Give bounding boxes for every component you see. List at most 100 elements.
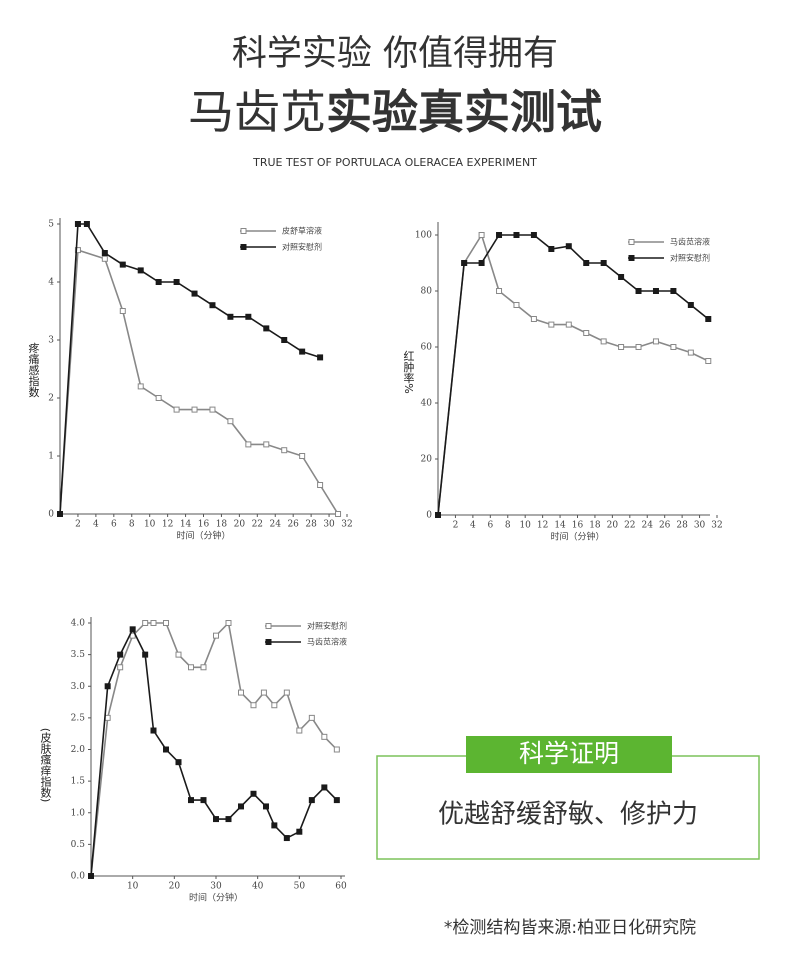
- point: [271, 702, 278, 709]
- series-line: [437, 233, 709, 516]
- y-tick-label: 0.0: [71, 872, 86, 882]
- point: [513, 302, 520, 308]
- y-axis-label: (皮肤瘙痒指数): [39, 728, 52, 803]
- x-tick-label: 2: [453, 521, 459, 531]
- point: [173, 406, 180, 413]
- point: [263, 325, 270, 332]
- x-tick-label: 10: [144, 520, 156, 530]
- point: [530, 316, 537, 322]
- point: [245, 313, 252, 320]
- point: [74, 221, 81, 227]
- x-tick-label: 14: [554, 521, 566, 531]
- point: [200, 664, 207, 671]
- point: [548, 321, 555, 328]
- point: [101, 255, 108, 262]
- point: [163, 620, 169, 626]
- y-tick-label: 5: [48, 220, 54, 230]
- point: [513, 232, 520, 238]
- point: [281, 447, 288, 454]
- point: [263, 441, 270, 448]
- legend-marker: [265, 623, 272, 629]
- point: [227, 313, 234, 320]
- point: [119, 261, 126, 268]
- x-tick-label: 16: [572, 521, 584, 531]
- y-tick-label: 1.5: [71, 777, 86, 787]
- series-line: [59, 223, 321, 515]
- point: [618, 344, 625, 350]
- point: [548, 246, 555, 252]
- point: [175, 759, 182, 766]
- point: [283, 835, 290, 842]
- x-tick-label: 50: [294, 882, 306, 892]
- series-line: [90, 627, 338, 877]
- point: [155, 279, 162, 285]
- x-tick-label: 32: [711, 521, 722, 531]
- point: [635, 344, 642, 350]
- point: [299, 453, 306, 459]
- y-tick-label: 40: [421, 399, 433, 409]
- y-tick-label: 3.5: [71, 650, 86, 660]
- x-tick-label: 32: [341, 520, 352, 530]
- legend-marker: [240, 244, 247, 250]
- x-tick-label: 10: [519, 521, 531, 531]
- legend-marker: [628, 239, 635, 245]
- y-tick-label: 0: [426, 511, 432, 521]
- y-tick-label: 2.5: [71, 713, 86, 723]
- x-tick-label: 30: [210, 882, 222, 892]
- point: [281, 337, 288, 343]
- title: 科学实验 你值得拥有: [232, 34, 558, 74]
- point: [88, 873, 94, 879]
- point: [635, 288, 642, 294]
- point: [250, 702, 257, 709]
- legend-label: 对照安慰剂: [307, 621, 347, 631]
- x-tick-label: 14: [180, 520, 192, 530]
- headline-regular: 马齿苋: [188, 85, 326, 139]
- badge-text: 科学证明: [519, 739, 619, 768]
- y-tick-label: 1: [48, 452, 54, 462]
- y-tick-label: 0.5: [71, 840, 86, 850]
- point: [705, 358, 712, 364]
- point: [317, 354, 324, 361]
- x-tick-label: 24: [642, 521, 654, 531]
- x-tick-label: 26: [287, 520, 299, 530]
- x-tick-label: 4: [470, 521, 476, 531]
- point: [260, 689, 267, 696]
- y-axis-label: 疼痛感指数: [27, 341, 40, 398]
- legend-label: 皮舒草溶液: [282, 226, 322, 236]
- x-tick-label: 28: [305, 520, 317, 530]
- point: [618, 274, 625, 280]
- x-axis-label: 时间（分钟）: [176, 530, 230, 542]
- point: [496, 288, 503, 294]
- x-tick-label: 22: [624, 521, 635, 531]
- point: [163, 746, 169, 753]
- point: [150, 727, 157, 734]
- point: [296, 828, 303, 835]
- x-tick-label: 30: [694, 521, 706, 531]
- point: [461, 260, 468, 266]
- point: [104, 714, 111, 721]
- x-tick-label: 26: [659, 521, 671, 531]
- x-tick-label: 28: [676, 521, 688, 531]
- point: [333, 746, 340, 753]
- point: [308, 714, 315, 721]
- point: [321, 733, 328, 740]
- point: [705, 316, 712, 322]
- point: [299, 348, 306, 355]
- point: [191, 290, 198, 297]
- point: [238, 689, 244, 696]
- point: [155, 395, 162, 401]
- legend-marker: [265, 639, 272, 645]
- point: [227, 418, 234, 425]
- x-tick-label: 18: [216, 520, 228, 530]
- y-tick-label: 60: [421, 343, 433, 353]
- x-tick-label: 20: [169, 882, 181, 892]
- legend-marker: [628, 255, 635, 261]
- point: [652, 288, 659, 294]
- x-tick-label: 20: [607, 521, 619, 531]
- point: [263, 803, 269, 810]
- legend-marker: [240, 228, 247, 234]
- series-line: [59, 249, 339, 515]
- point: [142, 651, 149, 658]
- y-tick-label: 3: [48, 336, 54, 346]
